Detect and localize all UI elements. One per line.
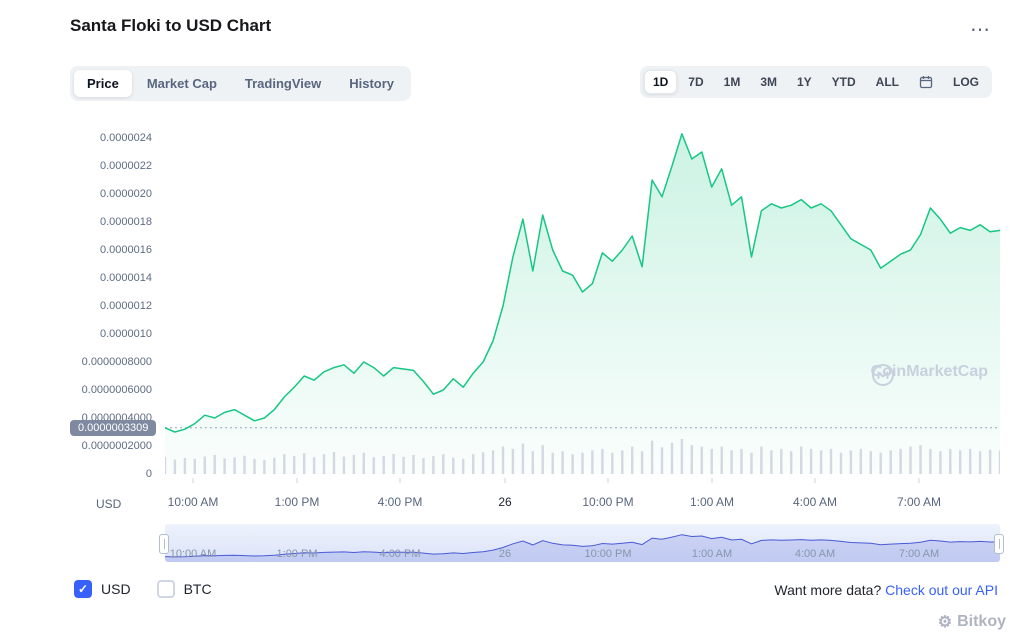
x-tick-label: 1:00 AM <box>689 495 735 509</box>
x-tick-label: 10:00 PM <box>582 495 634 509</box>
time-brush-navigator[interactable]: 10:00 AM 1:00 PM 4:00 PM 26 10:00 PM 1:00 AM 4… <box>165 524 1000 562</box>
y-tick-label: 0.0000024 <box>100 132 152 144</box>
currency-toggle-usd[interactable]: ✓ USD <box>74 580 131 598</box>
volume-bars <box>165 439 1000 474</box>
y-tick-label: 0.0000020 <box>100 188 152 200</box>
y-tick-label: 0.0000016 <box>100 244 152 256</box>
range-1d[interactable]: 1D <box>643 70 678 94</box>
x-tick-label: 4:00 AM <box>792 495 838 509</box>
tab-market-cap[interactable]: Market Cap <box>146 76 217 91</box>
calendar-button[interactable] <box>910 70 942 94</box>
api-callout: Want more data? Check out our API <box>774 582 998 598</box>
x-tick-mark <box>607 478 609 483</box>
calendar-icon <box>919 76 933 89</box>
axis-unit-label: USD <box>96 497 122 511</box>
range-7d[interactable]: 7D <box>688 75 704 89</box>
price-chart-area[interactable]: CoinMarketCap <box>165 125 1000 474</box>
site-watermark-text: Bitkoy <box>957 613 1006 630</box>
brush-chart-svg[interactable] <box>165 524 1000 562</box>
x-tick-mark <box>296 478 298 483</box>
y-tick-label: 0 <box>145 468 152 480</box>
api-link[interactable]: Check out our API <box>885 582 998 598</box>
y-tick-label: 0.0000002000 <box>81 440 152 452</box>
tab-price[interactable]: Price <box>74 70 132 97</box>
range-ytd[interactable]: YTD <box>831 75 856 89</box>
y-tick-label: 0.0000012 <box>100 300 152 312</box>
brush-tick-label: 4:00 PM <box>379 548 421 560</box>
y-tick-label: 0.0000014 <box>100 272 152 284</box>
brush-tick-label: 4:00 AM <box>794 548 836 560</box>
x-tick-label: 26 <box>498 495 512 509</box>
checkbox-unchecked-icon[interactable] <box>156 580 175 598</box>
gear-icon: ⚙ <box>937 614 953 631</box>
coinmarketcap-watermark: CoinMarketCap <box>870 363 988 386</box>
brush-tick-label: 26 <box>498 548 512 560</box>
y-tick-label: 0.0000008000 <box>81 356 152 368</box>
y-tick-label: 0.0000022 <box>100 160 152 172</box>
more-options-button[interactable]: ⋯ <box>970 19 990 41</box>
range-1y[interactable]: 1Y <box>796 75 812 89</box>
brush-handle-left[interactable] <box>159 534 169 554</box>
log-scale-toggle[interactable]: LOG <box>953 75 979 89</box>
brush-tick-label: 10:00 PM <box>584 548 632 560</box>
coinmarketcap-logo-icon <box>871 364 894 386</box>
x-tick-mark <box>192 478 194 483</box>
brush-tick-label: 7:00 AM <box>898 548 940 560</box>
site-watermark: ⚙ Bitkoy <box>938 612 1006 632</box>
range-1m[interactable]: 1M <box>723 75 741 89</box>
time-range-controls: 1D 7D 1M 3M 1Y YTD ALL LOG <box>639 66 992 98</box>
price-chart-svg[interactable] <box>165 125 1000 474</box>
current-price-badge: 0.0000003309 <box>70 419 157 436</box>
checkbox-checked-icon[interactable]: ✓ <box>74 580 92 598</box>
range-3m[interactable]: 3M <box>760 75 777 89</box>
range-all[interactable]: ALL <box>875 75 899 89</box>
y-tick-label: 0.0000010 <box>100 328 152 340</box>
x-tick-label: 1:00 PM <box>274 495 320 509</box>
tab-tradingview[interactable]: TradingView <box>244 76 322 91</box>
x-tick-mark <box>814 478 816 483</box>
tab-history[interactable]: History <box>349 76 395 91</box>
currency-label: USD <box>101 581 131 597</box>
y-tick-label: 0.0000006000 <box>81 384 152 396</box>
brush-handle-right[interactable] <box>994 534 1004 554</box>
x-tick-label: 7:00 AM <box>896 495 942 509</box>
y-axis: 0.0000024 0.0000022 0.0000020 0.0000018 0.00… <box>0 0 158 520</box>
y-tick-label: 0.0000018 <box>100 216 152 228</box>
price-area-fill <box>165 133 1000 474</box>
page-title: Santa Floki to USD Chart <box>70 16 272 35</box>
chart-type-tabs: Price Market Cap TradingView History <box>70 66 412 101</box>
x-tick-label: 10:00 AM <box>167 495 219 509</box>
x-tick-label: 4:00 PM <box>377 495 423 509</box>
x-tick-mark <box>399 478 401 483</box>
x-axis: 10:00 AM 1:00 PM 4:00 PM 26 10:00 PM 1:00 AM 4… <box>165 478 1000 513</box>
brush-line <box>165 534 1000 558</box>
api-callout-text: Want more data? <box>774 582 882 598</box>
brush-area-fill <box>165 534 1000 562</box>
currency-toggle-btc[interactable]: BTC <box>156 580 212 598</box>
currency-label: BTC <box>183 581 212 597</box>
x-tick-mark <box>918 478 920 483</box>
x-tick-mark <box>504 478 506 483</box>
coinmarketcap-watermark-text: CoinMarketCap <box>870 363 988 380</box>
brush-tick-label: 10:00 AM <box>169 548 217 560</box>
currency-toggles: ✓ USD BTC <box>74 580 212 598</box>
brush-tick-label: 1:00 AM <box>691 548 733 560</box>
x-tick-mark <box>711 478 713 483</box>
brush-tick-label: 1:00 PM <box>276 548 318 560</box>
price-line <box>165 133 1000 433</box>
